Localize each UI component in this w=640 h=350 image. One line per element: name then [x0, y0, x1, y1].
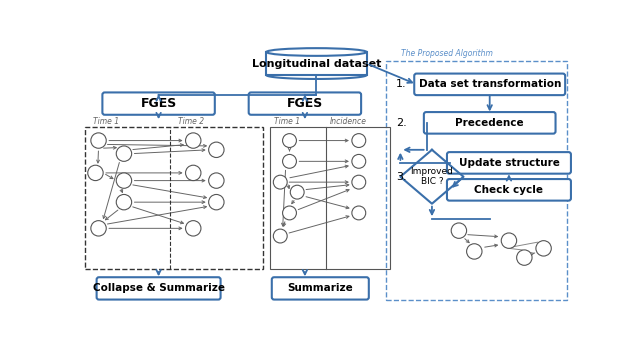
Circle shape [352, 206, 365, 220]
Text: Data set transformation: Data set transformation [419, 79, 561, 89]
Text: The Proposed Algorithm: The Proposed Algorithm [401, 49, 493, 58]
Circle shape [283, 206, 296, 220]
Text: 1.: 1. [396, 79, 406, 89]
Circle shape [88, 165, 103, 181]
Circle shape [209, 173, 224, 188]
Circle shape [352, 175, 365, 189]
Circle shape [283, 154, 296, 168]
Text: FGES: FGES [287, 97, 323, 110]
Circle shape [283, 134, 296, 147]
Text: Longitudinal dataset: Longitudinal dataset [252, 58, 381, 69]
FancyBboxPatch shape [414, 74, 565, 95]
Text: Time 2: Time 2 [178, 117, 204, 126]
Text: FGES: FGES [140, 97, 177, 110]
Ellipse shape [266, 48, 367, 56]
Polygon shape [401, 150, 463, 204]
Circle shape [209, 195, 224, 210]
Text: Precedence: Precedence [456, 118, 524, 128]
Text: Update structure: Update structure [458, 158, 559, 168]
Text: 2.: 2. [396, 118, 406, 128]
Text: Summarize: Summarize [287, 284, 353, 293]
Circle shape [186, 133, 201, 148]
FancyBboxPatch shape [447, 152, 571, 174]
Circle shape [116, 146, 132, 161]
Circle shape [467, 244, 482, 259]
Text: Incidence: Incidence [330, 117, 367, 126]
FancyBboxPatch shape [424, 112, 556, 134]
Circle shape [91, 133, 106, 148]
Circle shape [352, 154, 365, 168]
Circle shape [186, 165, 201, 181]
Circle shape [186, 220, 201, 236]
Circle shape [501, 233, 516, 248]
Circle shape [116, 195, 132, 210]
FancyBboxPatch shape [447, 179, 571, 201]
FancyBboxPatch shape [102, 92, 215, 115]
Text: Time 1: Time 1 [274, 117, 300, 126]
Circle shape [209, 142, 224, 158]
Text: Time 1: Time 1 [93, 117, 119, 126]
Text: 3.: 3. [396, 172, 406, 182]
Text: Collapse & Summarize: Collapse & Summarize [93, 284, 225, 293]
Text: Improved
BIC ?: Improved BIC ? [410, 167, 453, 187]
Circle shape [273, 175, 287, 189]
Circle shape [91, 220, 106, 236]
Circle shape [536, 241, 551, 256]
Text: Check cycle: Check cycle [474, 185, 543, 195]
FancyBboxPatch shape [266, 52, 367, 75]
Circle shape [273, 229, 287, 243]
FancyBboxPatch shape [249, 92, 361, 115]
FancyBboxPatch shape [97, 277, 221, 300]
Circle shape [516, 250, 532, 265]
FancyBboxPatch shape [272, 277, 369, 300]
Circle shape [352, 134, 365, 147]
Circle shape [116, 173, 132, 188]
Circle shape [451, 223, 467, 238]
Circle shape [291, 185, 304, 199]
